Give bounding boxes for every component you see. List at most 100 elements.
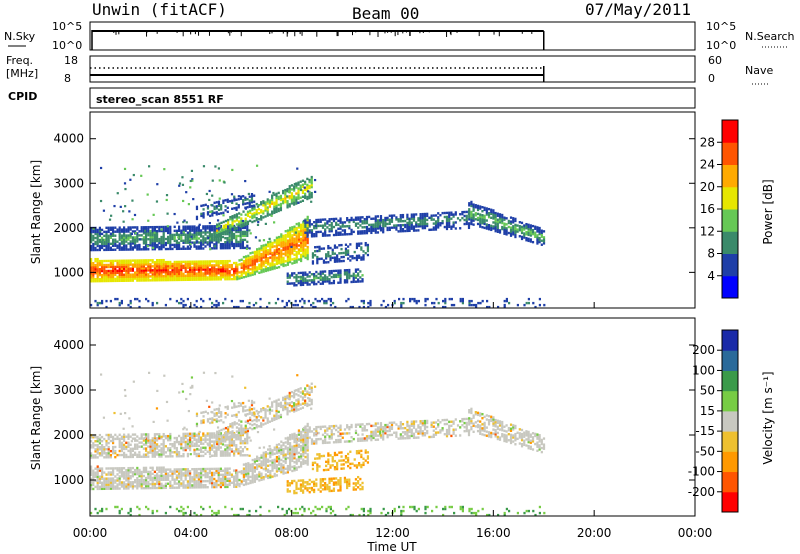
heatmap-cell [98, 475, 101, 478]
heatmap-cell [114, 248, 117, 251]
heatmap-cell [158, 476, 161, 480]
heatmap-cell [454, 211, 457, 214]
heatmap-cell [129, 299, 132, 303]
heatmap-cell [293, 227, 296, 230]
heatmap-cell [134, 468, 137, 472]
heatmap-cell [236, 275, 239, 279]
heatmap-cell [273, 239, 276, 242]
heatmap-cell [251, 251, 254, 254]
heatmap-cell [211, 210, 214, 213]
heatmap-cell [269, 455, 272, 459]
heatmap-cell [118, 471, 121, 474]
heatmap-cell [202, 278, 205, 281]
heatmap-cell [423, 218, 427, 222]
heatmap-cell [379, 221, 383, 224]
heatmap-cell [151, 233, 154, 237]
heatmap-cell [96, 487, 99, 491]
heatmap-cell [112, 275, 115, 279]
heatmap-cell [324, 234, 327, 237]
heatmap-cell [271, 449, 274, 452]
heatmap-cell [140, 259, 143, 262]
heatmap-cell [242, 269, 246, 273]
heatmap-cell [151, 259, 154, 262]
heatmap-cell [242, 471, 246, 474]
heatmap-cell [339, 281, 342, 284]
heatmap-cell [258, 465, 261, 468]
heatmap-cell [92, 238, 95, 242]
heatmap-cell [266, 200, 269, 203]
heatmap-cell [246, 224, 249, 228]
heatmap-cell [145, 273, 148, 276]
heatmap-cell [175, 482, 178, 485]
heatmap-cell [357, 280, 360, 283]
heatmap-cell [112, 226, 115, 229]
heatmap-cell [514, 223, 517, 227]
heatmap-cell [288, 185, 291, 188]
heatmap-cell [291, 234, 294, 237]
heatmap-cell [437, 220, 440, 223]
heatmap-cell [233, 236, 236, 240]
heatmap-cell [282, 242, 285, 246]
heatmap-cell [302, 251, 305, 254]
heatmap-cell [195, 476, 198, 479]
heatmap-cell [101, 273, 104, 277]
heatmap-cell [138, 480, 141, 484]
heatmap-cell [382, 218, 385, 222]
heatmap-cell [116, 265, 119, 269]
heatmap-cell [182, 266, 185, 270]
heatmap-cell [239, 240, 242, 244]
heatmap-cell [90, 477, 93, 481]
heatmap-cell [278, 443, 281, 446]
heatmap-cell [184, 468, 187, 471]
heatmap-cell [162, 441, 165, 444]
heatmap-cell [204, 467, 207, 471]
heatmap-cell [125, 240, 128, 243]
heatmap-cell [219, 247, 222, 250]
heatmap-cell [291, 238, 294, 241]
heatmap-cell [226, 271, 229, 275]
heatmap-cell [134, 445, 137, 448]
cpid-panel-frame [89, 87, 696, 109]
heatmap-cell [293, 245, 296, 248]
heatmap-cell [134, 297, 137, 301]
heatmap-cell [490, 208, 493, 211]
heatmap-cell [206, 270, 209, 273]
heatmap-cell [538, 303, 541, 307]
heatmap-cell [297, 279, 300, 283]
heatmap-cell [167, 260, 170, 264]
heatmap-cell [208, 233, 211, 236]
heatmap-cell [233, 267, 236, 271]
heatmap-cell [256, 266, 259, 269]
heatmap-cell [109, 269, 112, 273]
heatmap-cell [494, 221, 497, 225]
heatmap-cell [103, 271, 106, 275]
heatmap-cell [208, 272, 211, 275]
heatmap-cell [306, 227, 309, 230]
heatmap-cell [329, 299, 332, 303]
heatmap-cell [195, 260, 198, 263]
heatmap-cell [107, 481, 110, 484]
heatmap-cell [320, 247, 323, 250]
heatmap-cell [114, 485, 117, 488]
heatmap-cell [293, 197, 296, 200]
heatmap-cell [289, 226, 292, 230]
heatmap-cell [114, 230, 117, 233]
heatmap-cell [280, 458, 283, 462]
heatmap-cell [162, 262, 165, 266]
heatmap-cell [291, 248, 294, 251]
heatmap-cell [160, 258, 163, 262]
heatmap-cell [164, 486, 167, 490]
heatmap-cell [195, 484, 198, 487]
heatmap-cell [180, 276, 183, 280]
heatmap-cell [286, 188, 289, 191]
heatmap-cell [182, 448, 185, 452]
heatmap-cell [151, 235, 154, 239]
heatmap-cell [180, 272, 183, 276]
heatmap-cell [211, 266, 214, 269]
heatmap-cell [280, 245, 283, 248]
heatmap-cell [160, 466, 163, 469]
heatmap-cell [200, 471, 203, 475]
heatmap-cell [230, 448, 233, 451]
heatmap-cell [406, 229, 409, 233]
heatmap-cell [208, 434, 211, 437]
